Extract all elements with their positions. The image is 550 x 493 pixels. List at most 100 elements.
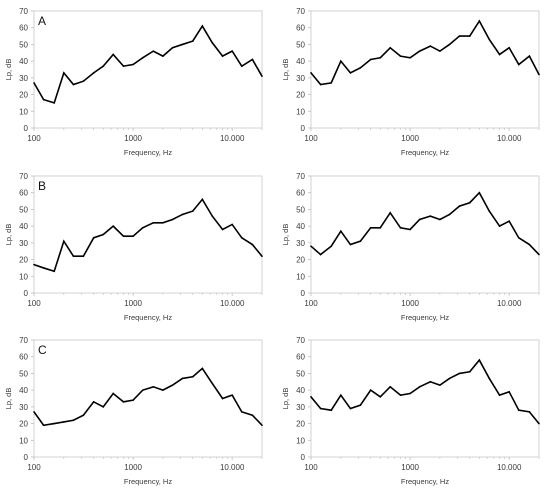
data-point bbox=[439, 384, 441, 386]
data-point bbox=[33, 82, 35, 84]
y-tick-label: 0 bbox=[301, 453, 306, 462]
chart-svg: 0 10 20 30 40 50 60 70 100 1000 10.000 Frequency, H… bbox=[281, 172, 540, 322]
plot-frame bbox=[310, 339, 540, 458]
y-tick-label: 40 bbox=[296, 222, 305, 231]
data-point bbox=[221, 55, 224, 57]
data-point bbox=[429, 45, 432, 47]
data-point bbox=[82, 255, 85, 258]
y-tick-label: 20 bbox=[296, 256, 305, 265]
data-point bbox=[181, 213, 184, 216]
data-point bbox=[231, 50, 233, 52]
data-point bbox=[181, 377, 184, 380]
data-point bbox=[112, 225, 115, 227]
data-point bbox=[141, 227, 144, 229]
data-point bbox=[191, 210, 194, 212]
data-point bbox=[349, 72, 352, 74]
y-axis-label: Lp, dB bbox=[4, 388, 13, 410]
data-point bbox=[488, 377, 491, 380]
y-tick-label: 0 bbox=[301, 289, 306, 298]
chart-svg: 0 10 20 30 40 50 60 70 100 1000 10.000 Frequency, H… bbox=[281, 336, 540, 486]
data-point bbox=[330, 245, 333, 247]
data-point bbox=[63, 240, 65, 242]
plot-frame bbox=[310, 175, 540, 294]
data-point bbox=[171, 218, 174, 221]
data-point bbox=[191, 40, 194, 42]
data-point bbox=[349, 407, 352, 410]
data-point bbox=[448, 213, 451, 216]
chart-panel-1: 0 10 20 30 40 50 60 70 100 1000 10.000 Frequency, H… bbox=[0, 0, 271, 163]
y-tick-label: 20 bbox=[19, 91, 28, 100]
data-point bbox=[53, 270, 56, 273]
data-point bbox=[319, 253, 322, 256]
plot-frame bbox=[33, 10, 263, 129]
y-tick-label: 30 bbox=[296, 403, 305, 412]
y-tick-label: 50 bbox=[296, 369, 305, 378]
plot-frame bbox=[33, 339, 263, 458]
y-tick-label: 50 bbox=[19, 40, 28, 49]
x-tick-label: 1000 bbox=[401, 134, 419, 143]
chart-panel-5: 0 10 20 30 40 50 60 70 100 1000 10.000 Frequency, H… bbox=[0, 329, 271, 492]
data-point bbox=[508, 46, 510, 49]
data-point bbox=[498, 394, 501, 396]
y-tick-label: 50 bbox=[19, 369, 28, 378]
y-tick-label: 60 bbox=[296, 353, 305, 362]
y-tick-label: 10 bbox=[296, 272, 305, 281]
y-tick-label: 40 bbox=[19, 386, 28, 395]
chart-panel-4: 0 10 20 30 40 50 60 70 100 1000 10.000 Frequency, H… bbox=[277, 165, 548, 328]
data-point bbox=[439, 50, 441, 52]
x-tick-label: 100 bbox=[27, 463, 41, 472]
data-point bbox=[468, 35, 471, 37]
y-tick-label: 60 bbox=[19, 24, 28, 33]
data-point bbox=[528, 411, 531, 413]
y-axis-label: Lp, dB bbox=[281, 59, 290, 81]
data-point bbox=[63, 72, 65, 74]
data-point bbox=[458, 205, 461, 207]
data-point bbox=[53, 102, 56, 104]
data-point bbox=[528, 243, 531, 246]
data-point bbox=[102, 233, 105, 236]
data-point bbox=[122, 235, 125, 237]
data-point bbox=[330, 409, 333, 411]
data-point bbox=[468, 370, 471, 373]
data-point bbox=[33, 411, 35, 413]
data-point bbox=[152, 222, 155, 224]
y-tick-label: 70 bbox=[19, 336, 28, 345]
data-point bbox=[201, 367, 204, 370]
y-tick-label: 20 bbox=[296, 420, 305, 429]
series-line bbox=[310, 19, 540, 86]
data-point bbox=[211, 382, 214, 385]
y-tick-label: 10 bbox=[296, 436, 305, 445]
data-point bbox=[132, 399, 134, 401]
chart-panel-2: 0 10 20 30 40 50 60 70 100 1000 10.000 Frequency, H… bbox=[277, 0, 548, 163]
data-point bbox=[162, 389, 164, 391]
y-tick-label: 70 bbox=[296, 336, 305, 345]
data-point bbox=[132, 63, 134, 66]
y-tick-label: 70 bbox=[296, 172, 305, 181]
data-point bbox=[418, 386, 421, 388]
y-tick-label: 20 bbox=[19, 420, 28, 429]
data-point bbox=[538, 253, 540, 256]
data-point bbox=[389, 386, 392, 388]
data-point bbox=[251, 243, 254, 246]
y-axis-label: Lp, dB bbox=[281, 388, 290, 410]
data-point bbox=[399, 394, 402, 396]
data-point bbox=[389, 211, 392, 214]
x-tick-label: 1000 bbox=[401, 299, 419, 308]
data-point bbox=[448, 377, 451, 380]
y-axis-label: Lp, dB bbox=[281, 224, 290, 246]
y-tick-label: 10 bbox=[296, 107, 305, 116]
data-point bbox=[92, 72, 95, 74]
data-point bbox=[409, 228, 411, 231]
y-tick-label: 10 bbox=[19, 436, 28, 445]
data-point bbox=[468, 201, 471, 204]
x-tick-label: 10.000 bbox=[497, 134, 522, 143]
x-axis-label: Frequency, Hz bbox=[124, 477, 172, 486]
y-tick-label: 60 bbox=[296, 189, 305, 198]
data-point bbox=[310, 72, 312, 74]
data-point bbox=[171, 384, 174, 386]
x-tick-label: 10.000 bbox=[220, 134, 245, 143]
data-point bbox=[439, 218, 441, 221]
x-tick-label: 100 bbox=[304, 134, 318, 143]
data-point bbox=[369, 227, 372, 229]
data-point bbox=[340, 394, 342, 396]
